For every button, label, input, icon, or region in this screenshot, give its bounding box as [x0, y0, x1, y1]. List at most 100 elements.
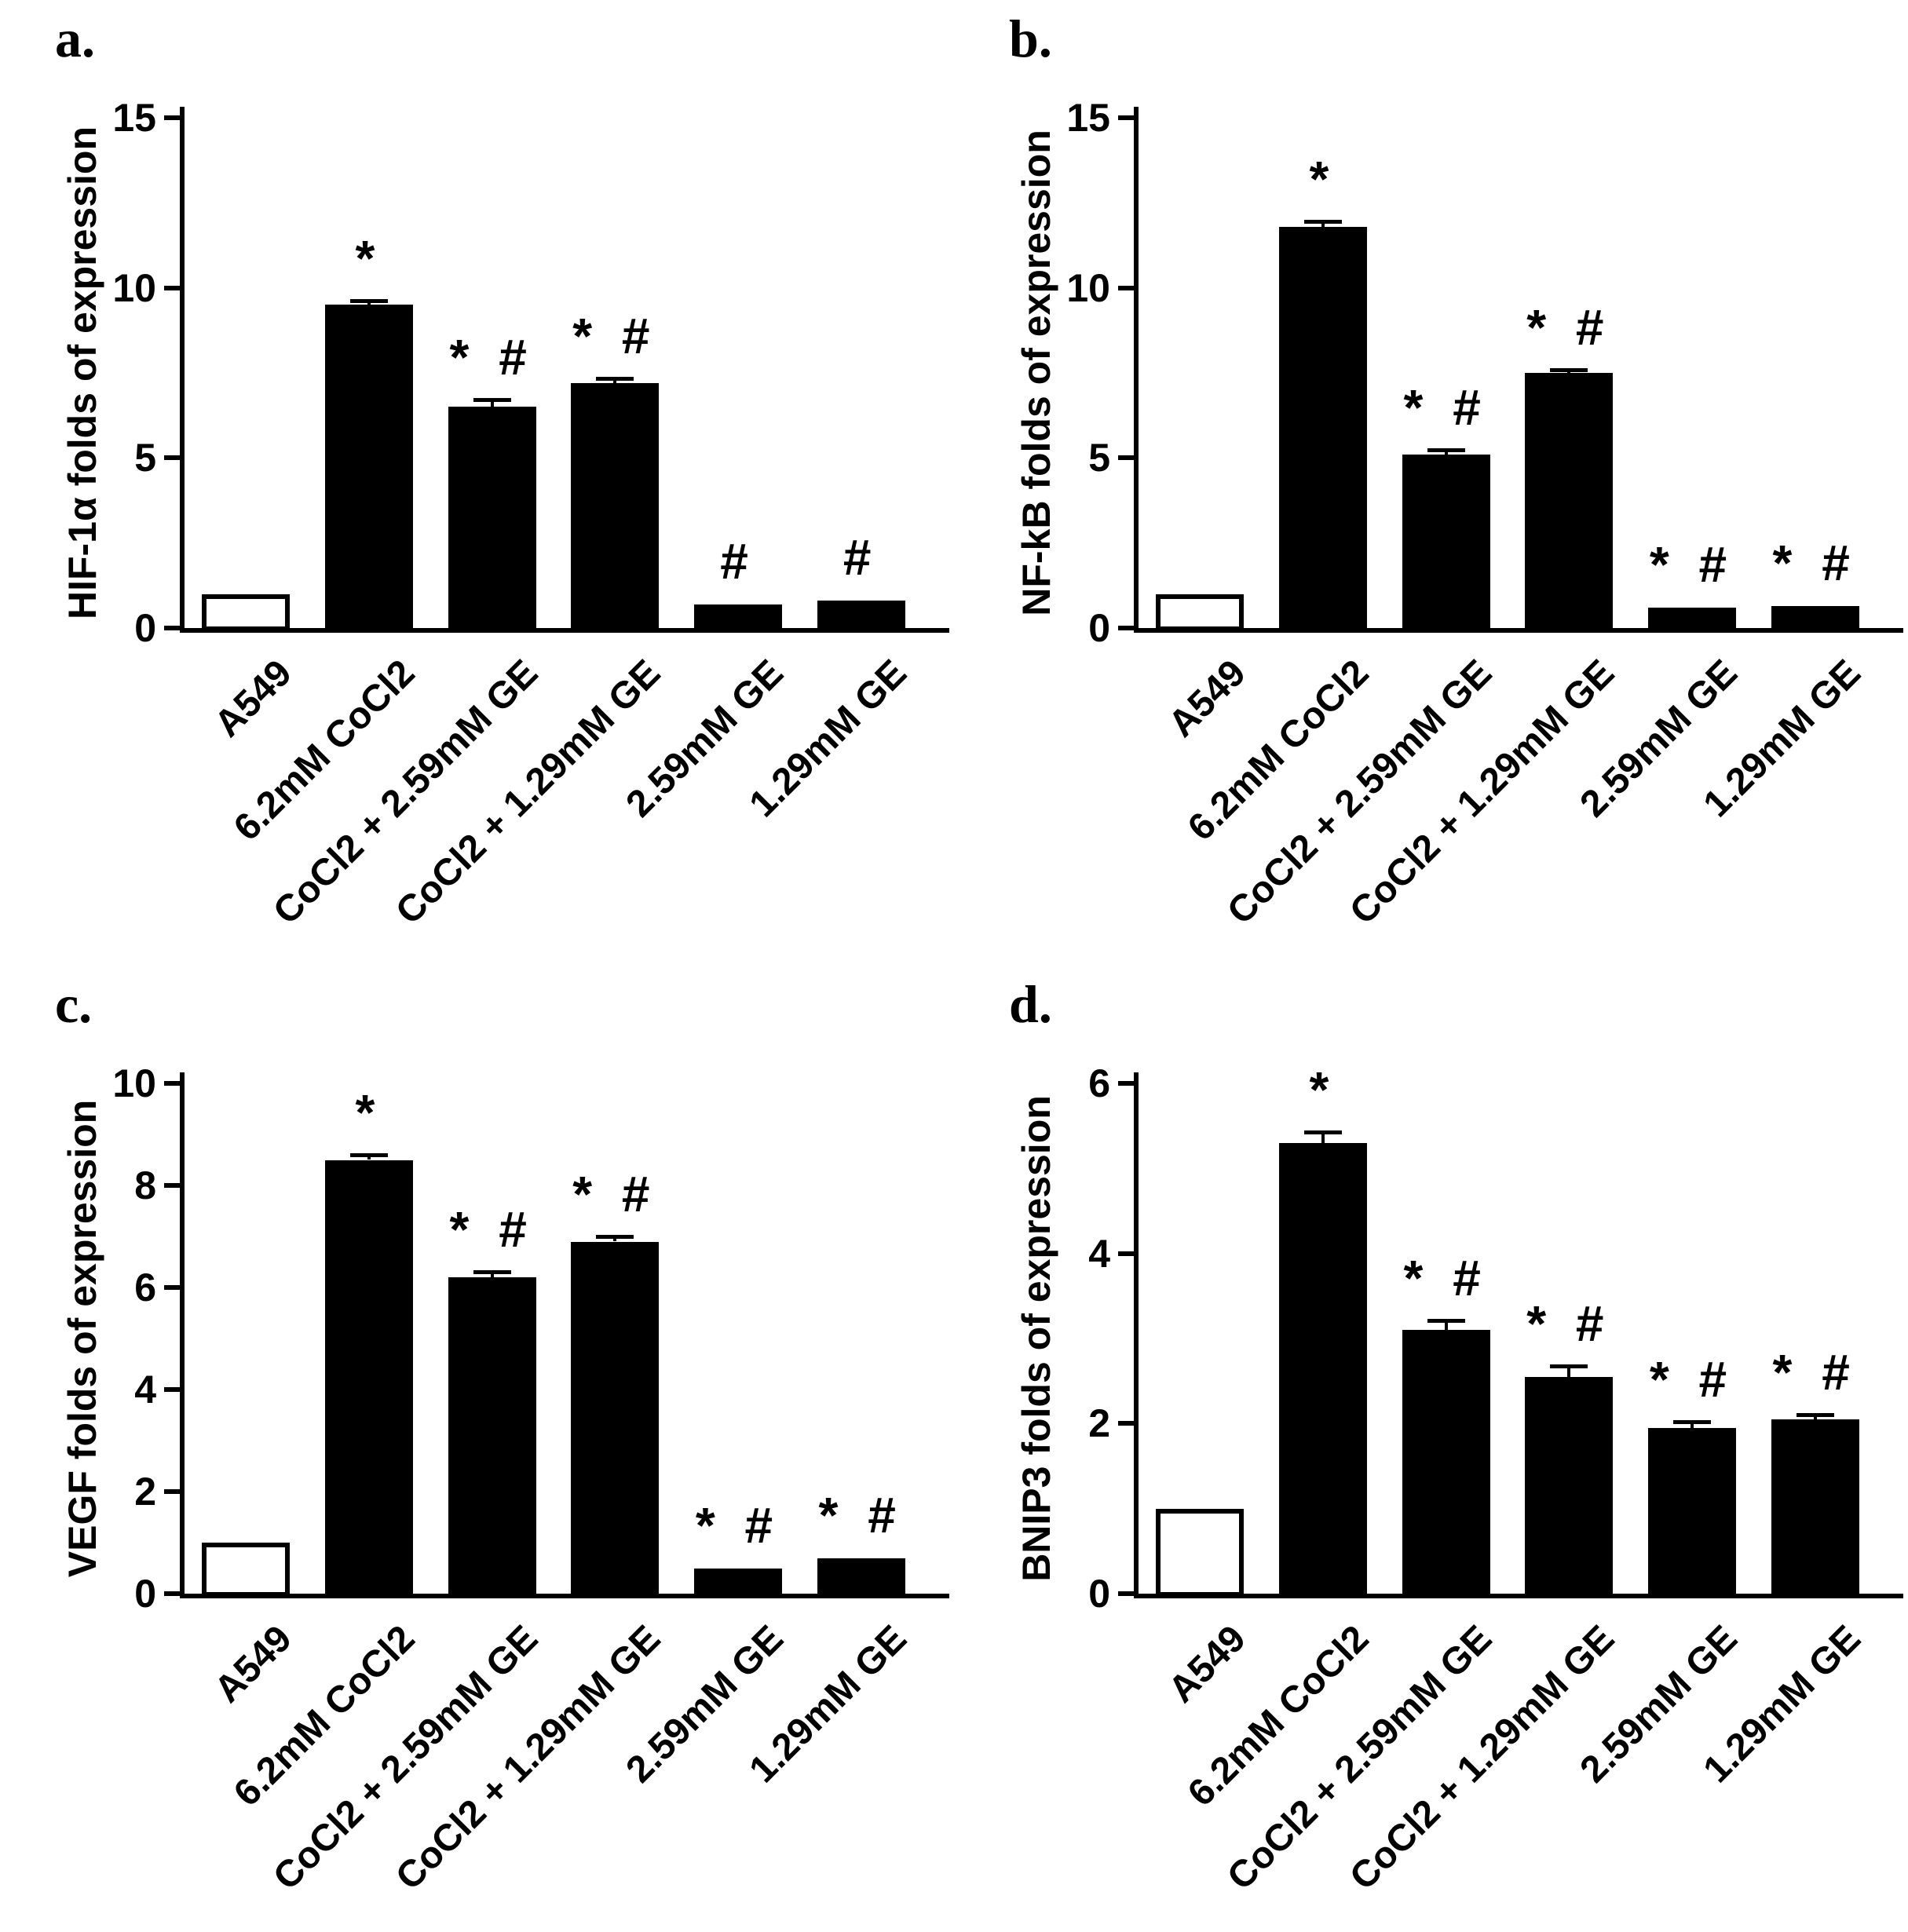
bar: [1156, 593, 1245, 631]
error-bar-stem: [1567, 1366, 1571, 1377]
y-tick-label: 10: [1066, 265, 1110, 310]
error-bar-cap: [596, 1235, 634, 1240]
y-axis-line: [180, 107, 185, 633]
bar: [202, 593, 291, 631]
significance-marker: * #: [1649, 1351, 1735, 1408]
significance-marker: * #: [1403, 378, 1489, 436]
bar: [1525, 1376, 1614, 1597]
bar: [1648, 608, 1736, 631]
x-axis-line: [1134, 628, 1903, 633]
bar: [817, 601, 905, 631]
error-bar-cap: [596, 376, 634, 381]
y-tick: [164, 1285, 180, 1290]
y-tick: [164, 1489, 180, 1494]
error-bar-cap: [1673, 1420, 1711, 1425]
y-tick: [164, 626, 180, 630]
error-bar-stem: [1444, 450, 1448, 455]
bar: [1648, 1427, 1736, 1597]
error-bar-stem: [490, 400, 494, 407]
bar: [817, 1558, 905, 1597]
error-bar-stem: [613, 378, 617, 383]
x-axis-line: [180, 1594, 949, 1598]
error-bar-stem: [367, 1156, 371, 1160]
error-bar-cap: [1796, 1412, 1834, 1417]
significance-marker: * #: [1526, 1295, 1612, 1352]
significance-marker: #: [843, 529, 879, 586]
y-axis-title: HIF-1α folds of expression: [60, 126, 104, 620]
y-tick-label: 2: [134, 1470, 156, 1514]
y-tick: [1118, 285, 1134, 290]
significance-marker: *: [1309, 151, 1337, 208]
y-tick: [164, 1591, 180, 1596]
error-bar-cap: [1550, 1364, 1588, 1368]
significance-marker: * #: [1772, 1343, 1858, 1401]
y-tick-label: 5: [134, 436, 156, 480]
y-tick-label: 0: [134, 606, 156, 650]
significance-marker: * #: [449, 1200, 535, 1258]
error-bar-cap: [350, 299, 388, 303]
y-tick: [1118, 115, 1134, 120]
y-tick: [164, 1183, 180, 1188]
significance-marker: *: [355, 230, 383, 287]
bar: [1771, 1419, 1859, 1597]
error-bar-cap: [473, 1269, 511, 1274]
significance-marker: * #: [1403, 1250, 1489, 1307]
y-tick-label: 5: [1088, 436, 1110, 480]
error-bar-cap: [473, 397, 511, 402]
y-axis-line: [1134, 107, 1139, 633]
y-tick-label: 8: [134, 1163, 156, 1207]
error-bar-stem: [1691, 1423, 1694, 1428]
y-tick-label: 10: [112, 1061, 156, 1105]
bar: [1771, 605, 1859, 631]
bar: [571, 383, 660, 631]
x-tick-label: A549: [206, 1617, 300, 1711]
y-tick: [1118, 626, 1134, 630]
y-tick: [164, 455, 180, 461]
chart-panel-b: b. NF-kB folds of expression 0 5 10 15 A549 * 6.…: [954, 0, 1908, 966]
significance-marker: * #: [695, 1496, 781, 1554]
y-tick: [164, 285, 180, 290]
error-bar-cap: [1304, 220, 1342, 225]
bar: [325, 305, 413, 631]
y-tick-label: 0: [1088, 606, 1110, 650]
x-tick-label: A549: [206, 652, 300, 746]
significance-marker: * #: [572, 1166, 658, 1223]
significance-marker: * #: [449, 328, 535, 385]
error-bar-stem: [490, 1272, 494, 1277]
y-tick: [1118, 455, 1134, 461]
y-tick-label: 2: [1088, 1401, 1110, 1446]
panel-letter: b.: [1009, 9, 1052, 68]
bar: [694, 604, 782, 631]
significance-marker: * #: [818, 1486, 904, 1543]
bar: [202, 1543, 291, 1597]
y-tick: [164, 1387, 180, 1392]
chart-panel-a: a. HIF-1α folds of expression 0 5 10 15 A549 * 6…: [0, 0, 954, 966]
bar: [571, 1241, 660, 1597]
y-tick: [164, 115, 180, 120]
y-tick: [1118, 1251, 1134, 1256]
x-tick-label: A549: [1160, 652, 1254, 746]
y-tick-label: 0: [134, 1572, 156, 1616]
bar: [1402, 455, 1490, 631]
error-bar-stem: [613, 1237, 617, 1242]
y-axis-line: [180, 1072, 185, 1598]
error-bar-cap: [1550, 367, 1588, 372]
chart-panel-d: d. BNIP3 folds of expression 0 2 4 6 A549 * 6.2m…: [954, 966, 1908, 1932]
chart-panel-c: c. VEGF folds of expression 0 2 4 6 8 10 A549 * 6.…: [0, 966, 954, 1932]
bar: [1279, 1142, 1367, 1597]
x-axis-line: [180, 628, 949, 633]
y-axis-title: VEGF folds of expression: [60, 1099, 104, 1578]
significance-marker: * #: [1772, 534, 1858, 591]
bar: [448, 407, 536, 631]
panel-letter: c.: [55, 974, 93, 1034]
y-tick-label: 10: [112, 265, 156, 310]
x-axis-line: [1134, 1594, 1903, 1598]
y-tick-label: 4: [134, 1368, 156, 1412]
panel-letter: a.: [55, 9, 95, 68]
y-tick-label: 15: [1066, 96, 1110, 140]
y-tick: [1118, 1591, 1134, 1596]
bar: [694, 1568, 782, 1597]
error-bar-stem: [1444, 1321, 1448, 1331]
error-bar-cap: [1427, 447, 1465, 452]
